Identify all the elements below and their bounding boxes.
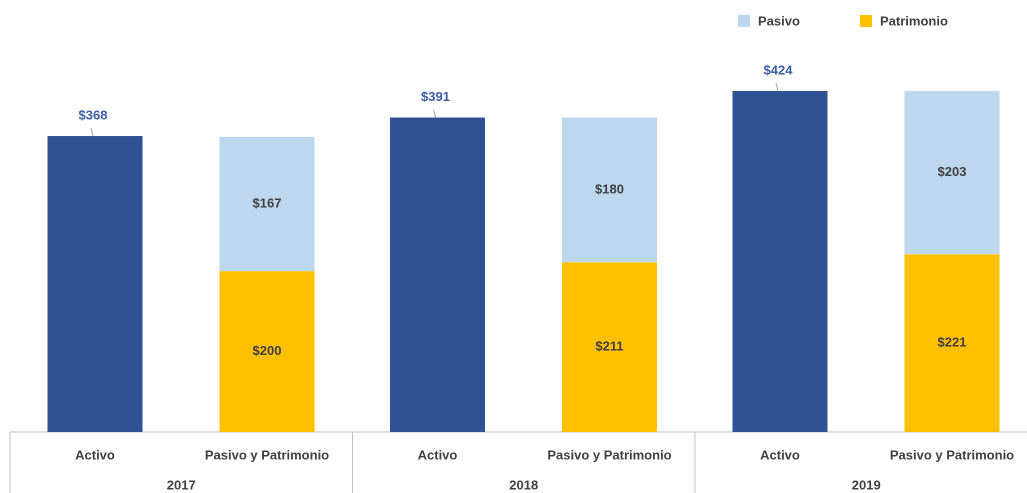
data-label: $203 xyxy=(938,164,967,179)
leader-line xyxy=(775,82,779,92)
group-label: 2018 xyxy=(509,477,538,492)
leader-line xyxy=(90,127,94,137)
stack-segment xyxy=(219,271,315,432)
data-label: $200 xyxy=(253,343,282,358)
bar xyxy=(390,117,485,432)
data-label: $211 xyxy=(595,339,623,354)
bar xyxy=(732,91,828,432)
stack-segment xyxy=(219,136,315,272)
legend-swatch xyxy=(860,15,872,27)
data-label: $180 xyxy=(595,181,624,196)
stack-segment xyxy=(562,262,657,432)
data-label: $391 xyxy=(421,89,450,104)
group-label: 2019 xyxy=(852,477,881,492)
legend-label: Pasivo xyxy=(758,13,800,28)
data-label: $167 xyxy=(253,195,282,210)
legend-swatch xyxy=(738,15,750,27)
category-label: Pasivo y Patrimonio xyxy=(547,447,671,462)
category-label: Pasivo y Patrimonio xyxy=(890,447,1014,462)
group-label: 2017 xyxy=(167,477,196,492)
category-label: Activo xyxy=(418,447,458,462)
category-label: Activo xyxy=(760,447,800,462)
stack-segment xyxy=(562,117,657,263)
data-label: $368 xyxy=(79,107,108,122)
stack-segment xyxy=(904,91,1000,255)
leader-line xyxy=(433,109,436,118)
data-label: $221 xyxy=(938,335,967,350)
bar xyxy=(47,136,143,433)
data-label: $424 xyxy=(764,62,794,77)
category-label: Pasivo y Patrimonio xyxy=(205,447,329,462)
stack-segment xyxy=(904,254,1000,432)
category-label: Activo xyxy=(75,447,115,462)
legend-label: Patrimonio xyxy=(880,13,948,28)
